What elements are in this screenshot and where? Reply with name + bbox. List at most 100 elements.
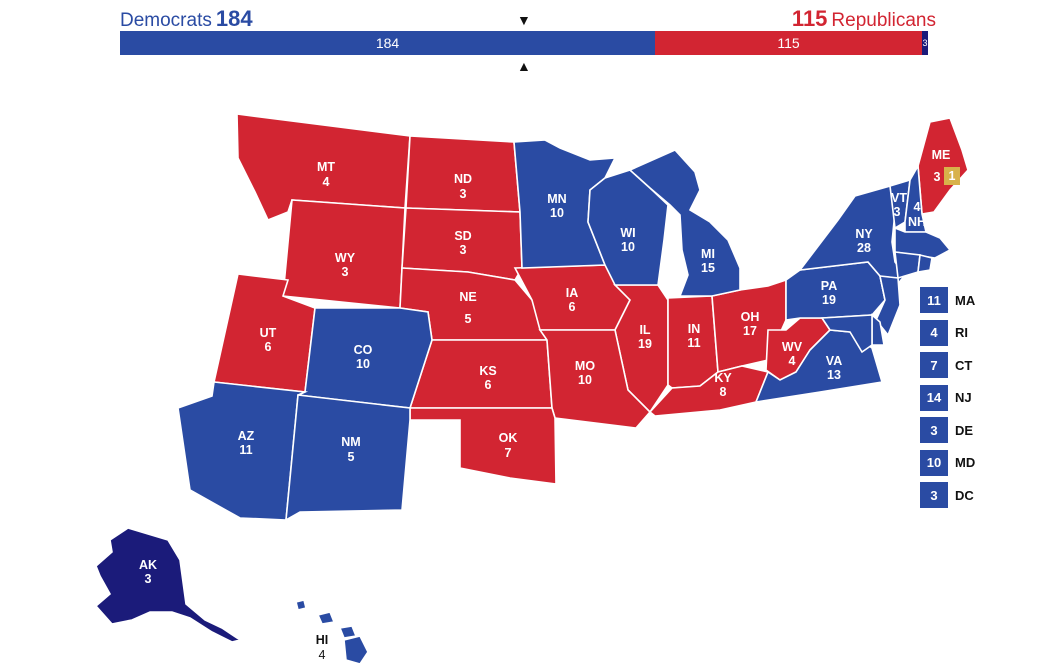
small-state-md[interactable]: 10 MD [920, 449, 1010, 476]
label-ak-votes: 3 [145, 572, 152, 586]
label-ks-abbr: KS [479, 364, 496, 378]
label-vt-votes: 3 [894, 205, 901, 219]
small-states-list: 11 MA 4 RI 7 CT 14 NJ 3 DE 10 MD 3 DC [920, 287, 1010, 515]
small-state-votes: 10 [920, 449, 948, 476]
small-state-votes: 3 [920, 417, 948, 443]
state-labels: MT 4 ND 3 MN 10 WI 10 MI 15 WY 3 SD 3 NE… [139, 148, 956, 662]
label-me-votes: 3 [934, 170, 941, 184]
small-state-abbr: DE [955, 422, 974, 438]
state-hi[interactable] [295, 599, 369, 665]
state-ny[interactable] [798, 184, 907, 302]
state-az[interactable] [177, 381, 309, 521]
state-ak[interactable] [94, 527, 242, 643]
small-state-de[interactable]: 3 DE [920, 417, 1010, 443]
state-mo[interactable] [538, 329, 652, 429]
republicans-label: Republicans [831, 10, 936, 31]
label-ks-votes: 6 [485, 378, 492, 392]
small-state-votes: 11 [920, 287, 948, 313]
label-ia-votes: 6 [569, 300, 576, 314]
label-az-abbr: AZ [238, 429, 255, 443]
small-state-votes: 4 [920, 319, 948, 346]
label-va-votes: 13 [827, 368, 841, 382]
label-az-votes: 11 [239, 443, 252, 457]
state-nj[interactable] [875, 275, 901, 337]
label-mi-votes: 15 [701, 261, 715, 275]
label-mn-votes: 10 [550, 206, 564, 220]
majority-marker-up-icon: ▲ [517, 58, 531, 74]
small-state-abbr: RI [955, 325, 968, 340]
republicans-count: 115 [791, 6, 828, 31]
state-ct[interactable] [894, 251, 921, 280]
label-me-split: 1 [949, 169, 956, 183]
label-sd-votes: 3 [460, 243, 467, 257]
state-ky[interactable] [648, 365, 770, 417]
label-ny-abbr: NY [855, 227, 873, 241]
label-hi-votes: 4 [319, 648, 326, 662]
label-pa-votes: 19 [822, 293, 836, 307]
label-va-abbr: VA [826, 354, 842, 368]
label-ne-votes: 5 [465, 312, 472, 326]
small-state-abbr: DC [955, 487, 974, 503]
label-hi-abbr: HI [316, 633, 329, 647]
label-ok-abbr: OK [499, 431, 518, 445]
small-state-dc[interactable]: 3 DC [920, 482, 1010, 508]
label-nh-abbr: NH [908, 215, 926, 229]
state-me[interactable] [917, 117, 969, 215]
label-pa-abbr: PA [821, 279, 837, 293]
label-ne-abbr: NE [459, 290, 476, 304]
label-mo-votes: 10 [578, 373, 592, 387]
label-mi-abbr: MI [701, 247, 715, 261]
small-state-abbr: MD [955, 455, 976, 470]
label-wv-abbr: WV [782, 340, 803, 354]
democrats-count: 184 [215, 6, 253, 31]
state-md[interactable] [820, 314, 873, 354]
state-mi[interactable] [628, 149, 741, 297]
small-state-votes: 3 [920, 482, 948, 508]
republican-bar-segment: 115 [655, 31, 922, 55]
label-wi-abbr: WI [620, 226, 635, 240]
label-vt-abbr: VT [891, 191, 907, 205]
label-in-votes: 11 [687, 336, 700, 350]
label-nh-votes: 4 [914, 200, 921, 214]
label-mt-abbr: MT [317, 160, 335, 174]
small-state-ri[interactable]: 4 RI [920, 319, 1010, 346]
label-oh-abbr: OH [741, 310, 760, 324]
small-state-nj[interactable]: 14 NJ [920, 384, 1010, 411]
republicans-total: 115 Republicans [792, 6, 936, 32]
small-state-abbr: NJ [955, 390, 972, 405]
label-oh-votes: 17 [743, 324, 757, 338]
small-state-votes: 14 [920, 384, 948, 411]
label-ak-abbr: AK [139, 558, 157, 572]
small-state-abbr: CT [955, 357, 973, 373]
label-ia-abbr: IA [566, 286, 579, 300]
label-sd-abbr: SD [454, 229, 471, 243]
label-ok-votes: 7 [505, 446, 512, 460]
label-mn-abbr: MN [547, 192, 566, 206]
other-bar-segment: 3 [922, 31, 928, 55]
small-state-ma[interactable]: 11 MA [920, 287, 1010, 313]
label-in-abbr: IN [688, 322, 701, 336]
democrats-total: Democrats 184 [120, 6, 253, 32]
label-ut-abbr: UT [260, 326, 277, 340]
label-nd-abbr: ND [454, 172, 472, 186]
label-ut-votes: 6 [265, 340, 272, 354]
other-bar-value: 3 [922, 38, 928, 48]
label-nd-votes: 3 [460, 187, 467, 201]
republican-bar-value: 115 [777, 35, 800, 51]
label-wy-votes: 3 [342, 265, 349, 279]
state-ok[interactable] [409, 407, 557, 485]
democrat-bar-segment: 184 [120, 31, 655, 55]
small-state-votes: 7 [920, 352, 948, 378]
label-wy-abbr: WY [335, 251, 356, 265]
me-district-split [944, 167, 960, 185]
label-co-abbr: CO [354, 343, 373, 357]
small-state-ct[interactable]: 7 CT [920, 352, 1010, 378]
label-nm-votes: 5 [348, 450, 355, 464]
label-il-votes: 19 [638, 337, 652, 351]
electoral-tally: Democrats 184 115 Republicans ▼ 184 115 3 … [120, 0, 936, 80]
state-ri[interactable] [917, 254, 933, 273]
state-nm[interactable] [285, 394, 411, 522]
label-me-abbr: ME [932, 148, 951, 162]
label-wi-votes: 10 [621, 240, 635, 254]
